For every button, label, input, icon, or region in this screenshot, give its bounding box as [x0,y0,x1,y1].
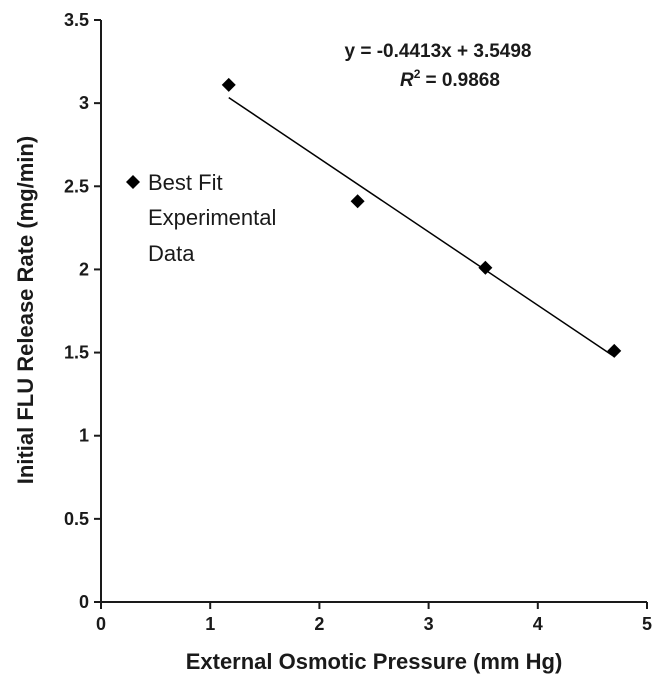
y-tick-label: 3.5 [64,10,89,30]
x-tick-label: 1 [205,614,215,634]
y-tick-label: 3 [79,93,89,113]
y-axis-title: Initial FLU Release Rate (mg/min) [13,136,38,484]
trendline [228,96,615,358]
data-points [221,77,622,358]
x-tick-label: 5 [642,614,652,634]
legend-diamond-icon [126,175,140,189]
r-squared-symbol: R [400,70,414,91]
data-point [350,194,365,209]
x-tick-label: 3 [424,614,434,634]
legend-line-3: Data [148,241,195,266]
y-tick-label: 0.5 [64,509,89,529]
data-point [221,77,236,92]
r-squared-exponent: 2 [414,67,421,81]
ticks: 0 1 2 3 4 5 0 0.5 1 1.5 2 2.5 3 3.5 [64,10,652,634]
x-tick-label: 4 [533,614,543,634]
legend-marker [126,175,140,189]
data-point [607,343,622,358]
legend-line-2: Experimental [148,205,276,230]
y-tick-label: 1.5 [64,343,89,363]
x-axis-title: External Osmotic Pressure (mm Hg) [186,649,563,674]
legend: Best Fit Experimental Data [126,170,276,266]
r-squared-label: R2 = 0.9868 [400,67,500,91]
y-tick-label: 0 [79,592,89,612]
y-tick-label: 2 [79,259,89,279]
r-squared-value: = 0.9868 [425,70,500,91]
x-tick-label: 2 [314,614,324,634]
axes [100,20,647,603]
x-tick-label: 0 [96,614,106,634]
trendline-group [228,96,615,358]
equation-label: y = -0.4413x + 3.5498 [345,41,532,62]
y-tick-label: 1 [79,426,89,446]
legend-line-1: Best Fit [148,170,223,195]
data-point [478,260,493,275]
y-tick-label: 2.5 [64,176,89,196]
